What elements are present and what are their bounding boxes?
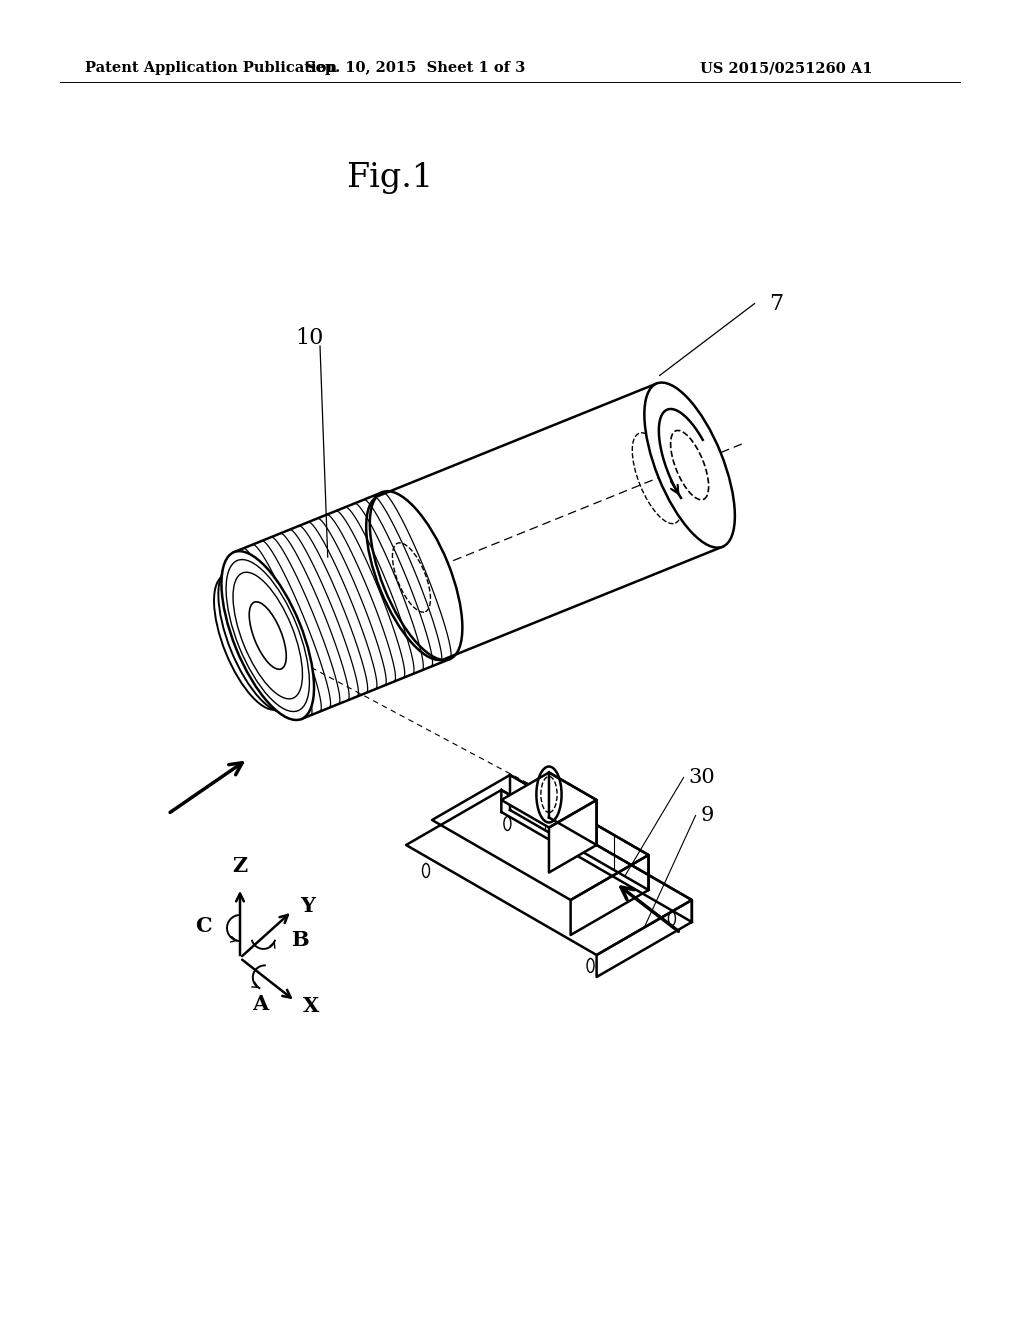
Polygon shape [510, 775, 648, 890]
Text: Fig.1: Fig.1 [346, 162, 433, 194]
Polygon shape [570, 855, 648, 935]
Text: 30: 30 [688, 768, 716, 787]
Text: C: C [196, 916, 212, 936]
Text: B: B [291, 931, 308, 950]
Polygon shape [597, 900, 692, 977]
Ellipse shape [221, 552, 314, 719]
Text: 10: 10 [296, 327, 325, 348]
Polygon shape [502, 772, 597, 828]
Polygon shape [502, 789, 692, 921]
Polygon shape [407, 789, 692, 954]
Text: 7: 7 [770, 293, 783, 314]
Text: US 2015/0251260 A1: US 2015/0251260 A1 [700, 61, 872, 75]
Ellipse shape [224, 556, 311, 715]
Ellipse shape [218, 566, 299, 713]
Text: Z: Z [232, 855, 248, 876]
Text: Patent Application Publication: Patent Application Publication [85, 61, 337, 75]
Text: Y: Y [300, 896, 315, 916]
Polygon shape [549, 772, 597, 845]
Text: A: A [252, 994, 268, 1014]
Ellipse shape [370, 491, 463, 660]
Text: X: X [303, 997, 319, 1016]
Polygon shape [549, 800, 597, 873]
Ellipse shape [367, 495, 457, 660]
Polygon shape [432, 775, 648, 900]
Ellipse shape [644, 383, 735, 548]
Ellipse shape [214, 574, 288, 710]
Text: 9: 9 [700, 807, 714, 825]
Text: Sep. 10, 2015  Sheet 1 of 3: Sep. 10, 2015 Sheet 1 of 3 [305, 61, 525, 75]
Ellipse shape [230, 605, 271, 680]
